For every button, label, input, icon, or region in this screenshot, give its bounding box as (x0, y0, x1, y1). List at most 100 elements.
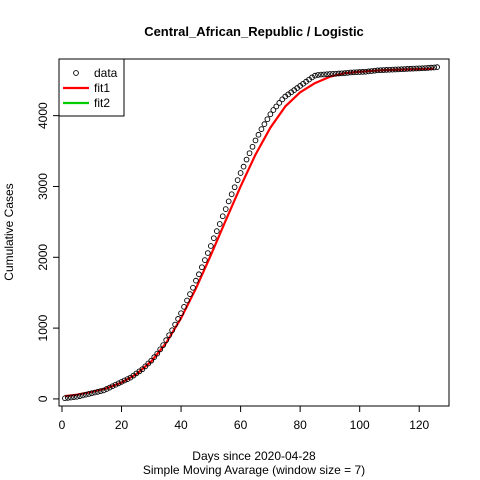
data-point (237, 170, 244, 176)
data-point (392, 66, 399, 73)
legend-fit1-label: fit1 (94, 81, 110, 95)
data-point (115, 380, 122, 387)
x-axis: 0 20 40 60 80 100 120 (59, 405, 430, 432)
data-point (371, 67, 378, 74)
data-point (62, 395, 68, 402)
data-point (419, 65, 426, 72)
data-point (359, 69, 366, 75)
data-point (193, 277, 199, 284)
fit-lines (64, 67, 435, 398)
data-point (112, 381, 119, 388)
data-point (321, 71, 327, 78)
data-point (207, 243, 214, 249)
data-point (100, 387, 107, 394)
data-point (228, 191, 235, 198)
data-point (261, 121, 268, 128)
data-point (252, 137, 259, 144)
data-point (404, 66, 411, 72)
data-point (222, 206, 229, 212)
data-point (166, 332, 173, 339)
data-point (225, 198, 232, 205)
data-point (187, 291, 193, 297)
data-point (103, 386, 110, 392)
data-point (181, 304, 187, 310)
data-point (124, 376, 131, 382)
data-point (172, 321, 178, 328)
legend-fit2-label: fit2 (94, 96, 110, 110)
data-point (139, 366, 146, 373)
data-point (255, 131, 262, 138)
data-point (91, 389, 98, 396)
data-point (377, 67, 384, 74)
data-point (386, 66, 393, 73)
data-point (199, 264, 205, 271)
data-point (178, 310, 184, 317)
data-point (97, 388, 104, 394)
y-tick-label: 4000 (36, 102, 50, 129)
data-point (121, 377, 128, 384)
data-point (154, 350, 161, 357)
data-point (88, 390, 95, 397)
data-point (327, 71, 333, 77)
x-tick-label: 120 (409, 418, 429, 432)
data-point (205, 250, 211, 256)
data-point (344, 69, 351, 76)
data-point (157, 346, 164, 353)
data-point (389, 66, 396, 73)
x-axis-label: Days since 2020-04-28 (192, 449, 316, 463)
chart-title: Central_African_Republic / Logistic (144, 24, 364, 39)
data-point (434, 64, 440, 70)
data-point (350, 69, 357, 76)
data-point (276, 100, 283, 106)
data-point (422, 65, 429, 71)
data-point (267, 111, 274, 118)
data-point (309, 74, 315, 81)
x-tick-label: 60 (234, 418, 248, 432)
data-point (368, 68, 375, 74)
data-point (216, 221, 223, 227)
data-point (401, 66, 408, 72)
data-point (145, 360, 152, 367)
data-point (169, 327, 175, 334)
legend-data-label: data (94, 66, 118, 80)
data-point (219, 213, 226, 220)
data-point (398, 66, 405, 73)
data-point (362, 68, 369, 75)
data-point (273, 103, 280, 110)
data-point (353, 69, 360, 76)
data-point (79, 392, 86, 399)
data-point (196, 271, 202, 278)
data-point (413, 65, 420, 72)
data-point (264, 116, 271, 123)
data-point (336, 70, 342, 77)
data-point (374, 67, 381, 74)
data-point (347, 69, 354, 76)
data-point (407, 65, 414, 72)
data-point (365, 68, 372, 75)
data-point (68, 394, 74, 401)
data-point (324, 71, 330, 78)
data-point (312, 72, 318, 79)
y-axis: 0 1000 2000 3000 4000 (36, 102, 60, 402)
data-point (82, 391, 89, 398)
data-point (383, 67, 390, 73)
data-point (243, 156, 250, 163)
data-point (213, 228, 220, 234)
data-point (109, 383, 116, 390)
y-tick-label: 0 (36, 395, 50, 402)
data-point (234, 177, 241, 183)
x-tick-label: 80 (293, 418, 307, 432)
data-point (94, 388, 101, 395)
fit1-line (64, 67, 435, 398)
x-axis-sublabel: Simple Moving Avarage (window size = 7) (143, 463, 365, 477)
data-point (190, 284, 196, 291)
data-point (240, 163, 247, 170)
data-point (202, 257, 208, 263)
data-point (410, 65, 417, 72)
data-point (258, 126, 265, 132)
data-point (395, 66, 402, 73)
data-point (249, 143, 256, 150)
x-tick-label: 0 (59, 418, 66, 432)
